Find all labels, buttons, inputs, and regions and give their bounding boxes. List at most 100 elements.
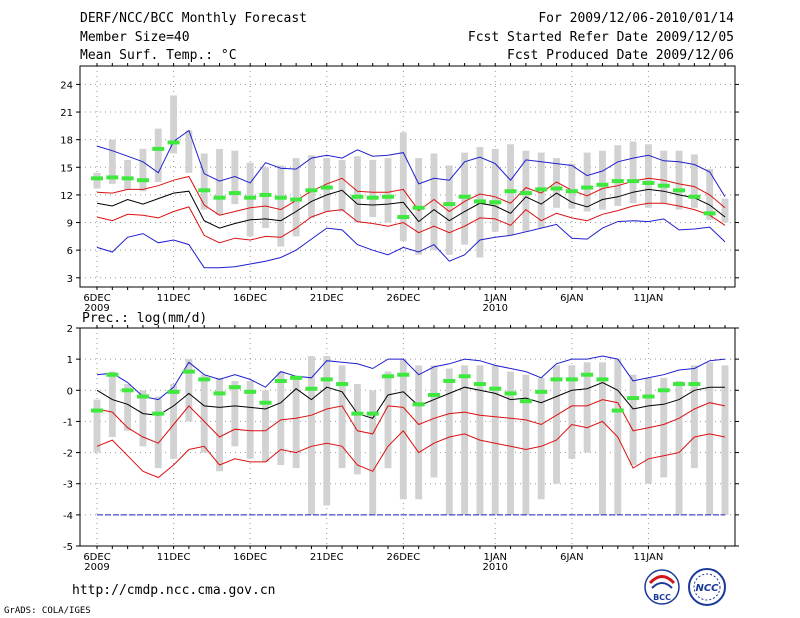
observed-marker (228, 385, 241, 390)
observed-marker (642, 180, 655, 185)
ensemble-box (644, 377, 652, 484)
ensemble-box (108, 371, 116, 437)
observed-marker (106, 175, 119, 180)
observed-marker (290, 375, 303, 380)
observed-marker (688, 194, 701, 199)
ensemble-box (583, 362, 591, 453)
x-tick-label: 11JAN (634, 293, 664, 304)
observed-marker (458, 374, 471, 379)
observed-marker (550, 377, 563, 382)
ensemble-box (369, 159, 377, 218)
observed-marker (427, 392, 440, 397)
ensemble-box (353, 156, 361, 223)
series-max (96, 129, 726, 198)
observed-marker (290, 197, 303, 202)
y-tick-label: 3 (67, 274, 73, 285)
x-tick-label: 1JAN (484, 552, 507, 563)
observed-marker (136, 178, 149, 183)
observed-marker (627, 179, 640, 184)
member-size: Member Size=40 (80, 30, 190, 45)
ensemble-box (170, 95, 178, 154)
series-p25 (96, 202, 726, 244)
ensemble-box (583, 152, 591, 212)
ensemble-box (93, 172, 101, 189)
observed-marker (397, 372, 410, 377)
ensemble-box (154, 128, 162, 183)
observed-marker (274, 378, 287, 383)
observed-marker (412, 402, 425, 407)
y-tick-label: 6 (67, 246, 73, 257)
x-tick-label: 21DEC (310, 552, 344, 563)
observed-marker (397, 215, 410, 220)
x-tick-year: 2010 (483, 562, 508, 573)
ensemble-box (384, 158, 392, 223)
produced-date: Fcst Produced Date 2009/12/06 (507, 48, 734, 63)
observed-marker (504, 391, 517, 396)
ensemble-box (721, 365, 729, 515)
ensemble-box (721, 198, 729, 223)
observed-marker (106, 372, 119, 377)
precip-label: Prec.: log(mm/d) (82, 311, 208, 326)
observed-marker (611, 179, 624, 184)
observed-marker (91, 176, 103, 181)
ensemble-box (675, 150, 683, 210)
observed-marker (198, 377, 211, 382)
ensemble-box (185, 359, 193, 422)
y-tick-label: 21 (60, 108, 73, 119)
y-tick-label: 1 (67, 355, 73, 366)
observed-marker (213, 391, 226, 396)
x-tick-year: 2010 (483, 303, 508, 314)
ensemble-box (262, 390, 269, 462)
observed-marker (565, 189, 578, 194)
observed-marker (152, 411, 165, 416)
y-tick-label: 24 (60, 80, 73, 91)
observed-marker (121, 176, 134, 181)
observed-marker (351, 411, 364, 416)
x-tick-label: 26DEC (386, 552, 420, 563)
start-date: Fcst Started Refer Date 2009/12/05 (467, 30, 734, 45)
y-tick-label: 15 (60, 163, 73, 174)
observed-marker (167, 389, 180, 394)
ensemble-box (246, 380, 254, 459)
observed-marker (198, 188, 211, 193)
ensemble-box (93, 399, 101, 453)
ncc-logo: NCC (688, 568, 726, 606)
observed-marker (305, 386, 318, 391)
ensemble-box (369, 390, 377, 515)
ensemble-box (599, 362, 606, 515)
plot-frame (79, 327, 736, 547)
ensemble-box (154, 396, 162, 469)
ensemble-box (292, 377, 300, 469)
ncc-logo-text: NCC (695, 583, 719, 594)
observed-marker (657, 183, 670, 188)
observed-marker (412, 205, 425, 210)
observed-marker (366, 411, 379, 416)
ensemble-box (277, 165, 285, 247)
y-tick-label: -4 (63, 511, 73, 522)
ensemble-box (231, 150, 239, 205)
ensemble-box (307, 356, 315, 515)
ensemble-box (384, 371, 392, 469)
y-tick-label: -1 (63, 417, 73, 428)
observed-marker (489, 200, 502, 205)
observed-marker (382, 374, 395, 379)
observed-marker (489, 386, 502, 391)
ensemble-box (216, 148, 223, 216)
ensemble-box (292, 158, 300, 237)
series-p75 (96, 175, 726, 216)
ensemble-box (399, 359, 407, 500)
x-tick-label: 16DEC (233, 552, 267, 563)
observed-marker (213, 195, 226, 200)
x-tick-label: 6DEC (83, 552, 110, 563)
source-url[interactable]: http://cmdp.ncc.cma.gov.cn (72, 583, 276, 598)
observed-marker (611, 408, 624, 413)
bcc-logo: BCC (644, 569, 680, 605)
ensemble-box (124, 159, 132, 190)
observed-marker (152, 146, 165, 151)
ensemble-box (216, 377, 223, 472)
observed-marker (473, 382, 486, 387)
series-p25 (96, 399, 726, 444)
ensemble-box (553, 158, 560, 208)
